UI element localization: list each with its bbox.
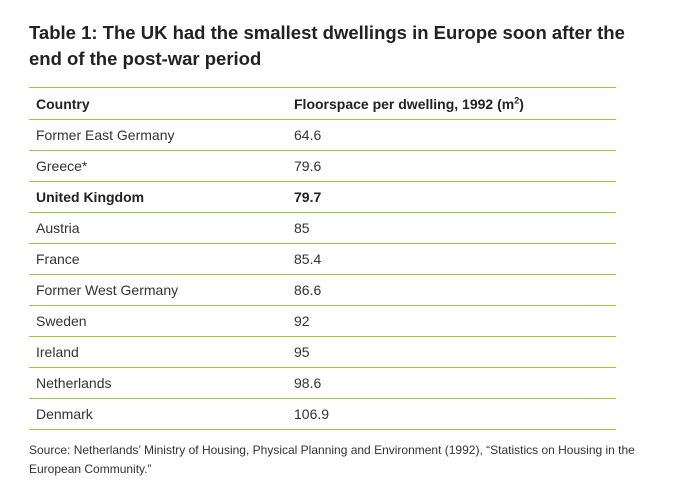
- floorspace-cell: 95: [294, 344, 310, 360]
- table-body: Former East Germany 64.6 Greece* 79.6 United…: [29, 120, 616, 430]
- table-row: Former West Germany 86.6: [29, 275, 616, 306]
- table-row: Former East Germany 64.6: [29, 120, 616, 151]
- floorspace-cell: 106.9: [294, 406, 330, 422]
- country-cell: Denmark: [36, 406, 93, 422]
- table-top-rule: [29, 87, 616, 88]
- header-country: Country: [36, 95, 90, 112]
- country-cell: Netherlands: [36, 375, 112, 391]
- country-cell: Austria: [36, 220, 80, 236]
- table-row: Sweden 92: [29, 306, 616, 337]
- floorspace-cell: 79.7: [294, 189, 322, 205]
- floorspace-cell: 85: [294, 220, 310, 236]
- header-floorspace-close: ): [519, 95, 524, 112]
- data-table: Country Floorspace per dwelling, 1992 (m…: [29, 87, 616, 430]
- table-row: Austria 85: [29, 213, 616, 244]
- header-floorspace-text: Floorspace per dwelling, 1992 (m: [294, 95, 515, 112]
- floorspace-cell: 92: [294, 313, 310, 329]
- country-cell: United Kingdom: [36, 189, 145, 205]
- table-title: Table 1: The UK had the smallest dwellin…: [29, 22, 625, 69]
- table-row: Ireland 95: [29, 337, 616, 368]
- table-row: Denmark 106.9: [29, 399, 616, 430]
- table-row: France 85.4: [29, 244, 616, 275]
- country-cell: Ireland: [36, 344, 79, 360]
- floorspace-cell: 64.6: [294, 127, 322, 143]
- table-row: Netherlands 98.6: [29, 368, 616, 399]
- header-floorspace-sup: 2: [514, 94, 520, 105]
- header-floorspace: Floorspace per dwelling, 1992 (m2): [294, 94, 616, 112]
- source-note: Source: Netherlands’ Ministry of Housing…: [29, 443, 635, 476]
- floorspace-cell: 79.6: [294, 158, 322, 174]
- floorspace-cell: 85.4: [294, 251, 322, 267]
- table-row: United Kingdom 79.7: [29, 182, 616, 213]
- country-cell: Former East Germany: [36, 127, 175, 143]
- country-cell: Greece*: [36, 158, 88, 174]
- floorspace-cell: 98.6: [294, 375, 322, 391]
- country-cell: Sweden: [36, 313, 87, 329]
- table-header-row: Country Floorspace per dwelling, 1992 (m…: [29, 88, 616, 120]
- floorspace-cell: 86.6: [294, 282, 322, 298]
- country-cell: France: [36, 251, 80, 267]
- table-row: Greece* 79.6: [29, 151, 616, 182]
- country-cell: Former West Germany: [36, 282, 179, 298]
